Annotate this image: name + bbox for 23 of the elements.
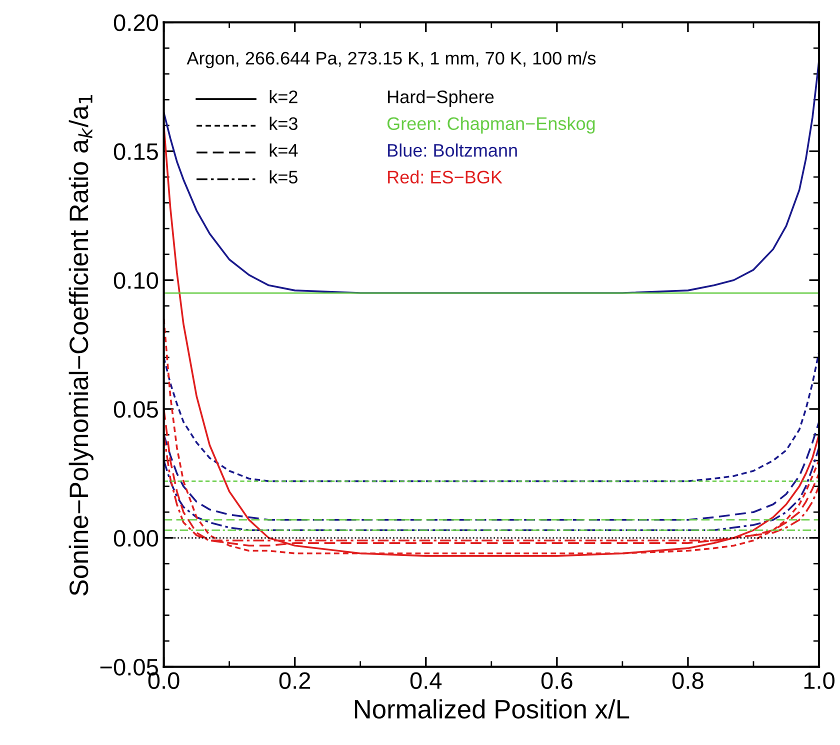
line-series bbox=[164, 446, 819, 532]
y-tick-label: 0.10 bbox=[114, 272, 158, 289]
annotation: Hard−Sphere bbox=[388, 90, 494, 107]
y-axis-title: Sonine−Polynomial−Coefficient Ratio a$_{k}$/a$_{1}$ bbox=[68, 95, 94, 596]
y-tick-label: 0.00 bbox=[114, 530, 158, 547]
y-tick-label: 0.15 bbox=[114, 143, 158, 160]
x-tick-label: 0.2 bbox=[279, 672, 310, 689]
annotation: Green: Chapman−Enskog bbox=[387, 116, 595, 134]
annotation: k=5 bbox=[270, 170, 298, 184]
x-tick-label: 0.6 bbox=[541, 672, 572, 689]
annotation: k=2 bbox=[270, 90, 298, 104]
annotation: Red: ES−BGK bbox=[388, 170, 502, 184]
x-axis-title: Normalized Position x/L bbox=[354, 699, 630, 719]
line-series bbox=[164, 420, 819, 521]
annotation: k=3 bbox=[270, 116, 298, 130]
x-tick-label: 1.0 bbox=[804, 672, 834, 689]
y-tick-label: 0.20 bbox=[114, 14, 158, 32]
annotation: Argon, 266.644 Pa, 273.15 K, 1 mm, 70 K, 100 m/s bbox=[186, 51, 596, 68]
y-tick-label: 0.05 bbox=[114, 401, 158, 418]
annotation: Blue: Boltzmann bbox=[388, 144, 517, 157]
annotation: k=4 bbox=[270, 144, 298, 157]
x-tick-label: 0.8 bbox=[672, 672, 704, 689]
x-tick-label: 0.4 bbox=[410, 672, 442, 689]
